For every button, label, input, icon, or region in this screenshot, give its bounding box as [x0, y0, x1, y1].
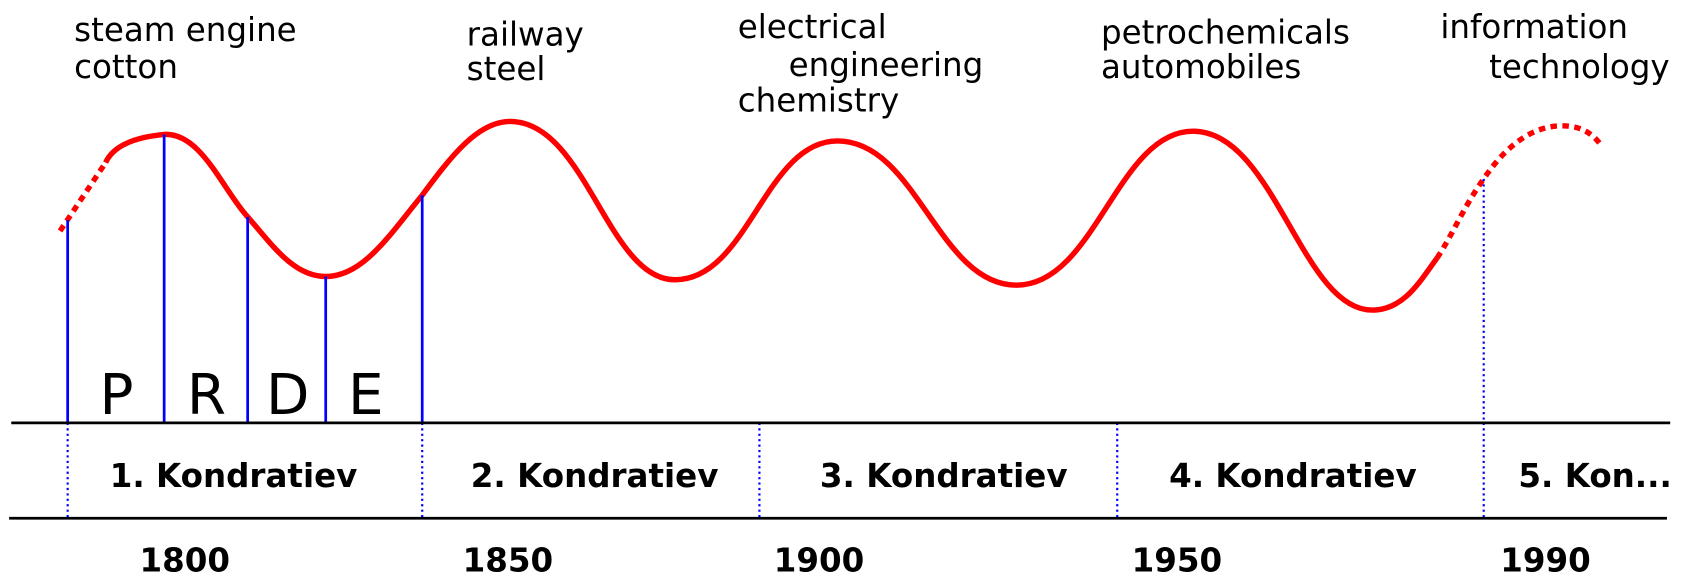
wave-label: 3. Kondratiev	[820, 457, 1068, 495]
innovation-label: cotton	[74, 48, 178, 86]
innovation-label: steam engine	[74, 11, 297, 49]
innovation-label: railway	[467, 16, 584, 54]
period-dividers	[66, 178, 1485, 519]
year-label: 1850	[463, 541, 554, 579]
innovation-label: information	[1440, 8, 1628, 46]
wave-label: 1. Kondratiev	[110, 457, 358, 495]
year-label: 1800	[140, 541, 231, 579]
year-label: 1950	[1132, 541, 1222, 579]
phase-label: E	[348, 363, 384, 428]
innovation-label: technology	[1489, 48, 1670, 86]
year-label: 1990	[1500, 541, 1591, 579]
phase-label: R	[187, 363, 226, 428]
innovation-label: automobiles	[1101, 48, 1301, 86]
innovation-label: electrical	[738, 8, 887, 46]
phase-label: P	[99, 363, 133, 428]
year-label: 1900	[774, 541, 864, 579]
wave-label: 4. Kondratiev	[1169, 457, 1417, 495]
wave-label: 5. Kon...	[1518, 457, 1671, 495]
phase-lines	[66, 134, 424, 423]
innovation-label: steel	[467, 50, 546, 88]
innovation-label: engineering	[789, 46, 984, 84]
phase-label: D	[266, 363, 309, 428]
innovation-label: petrochemicals	[1101, 13, 1350, 51]
wave-dotted	[1434, 123, 1605, 260]
innovation-label: chemistry	[738, 82, 900, 120]
wave-label: 2. Kondratiev	[471, 457, 719, 495]
wave	[103, 118, 1440, 313]
wave-dotted	[57, 161, 108, 233]
